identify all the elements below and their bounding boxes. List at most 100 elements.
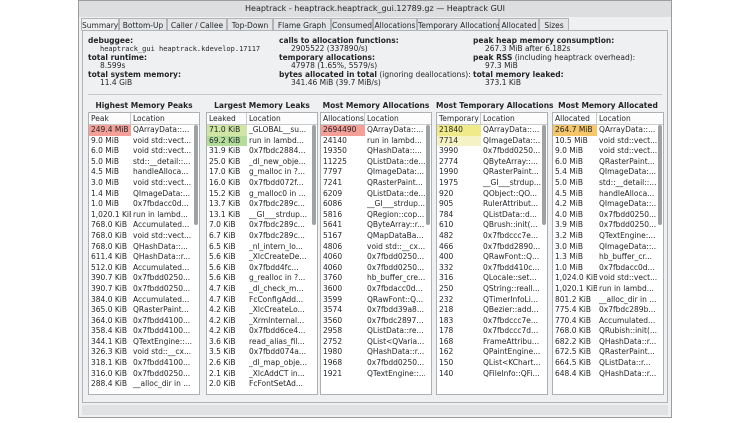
table-row[interactable]: 344.1 KiB QTextEngine::...: [89, 337, 199, 348]
table-row[interactable]: 390.7 KiB 0x7fbdd0250...: [89, 284, 199, 295]
table-row[interactable]: 1.0 MiB 0x7fbdacc0d...: [553, 263, 663, 274]
table-row[interactable]: 3574 0x7fbdd39a8...: [321, 305, 431, 316]
table-row[interactable]: 7714 QImageData::...: [437, 135, 547, 147]
table-row[interactable]: 232 QTimerInfoLi...: [437, 295, 547, 306]
table-row[interactable]: 5.6 KiB 0x7fbdd4fc...: [207, 263, 317, 274]
table-row[interactable]: 7.0 KiB 0x7fbdc289c...: [207, 220, 317, 231]
table-row[interactable]: 162 QPaintEngine...: [437, 347, 547, 358]
table-row[interactable]: 4.2 KiB _XrmInternal...: [207, 316, 317, 327]
table-row[interactable]: 768.0 KiB QRubish::init(...: [553, 326, 663, 337]
table-row[interactable]: 5167 QMapDataBa...: [321, 231, 431, 242]
table-row[interactable]: 264.7 MiB QArrayData::...: [553, 125, 663, 136]
column-header[interactable]: Location: [599, 114, 631, 123]
table-row[interactable]: 17.0 KiB g_malloc in ?...: [207, 167, 317, 178]
table-row[interactable]: 2.0 KiB FcFontSetAd...: [207, 379, 317, 390]
table-row[interactable]: 2.6 KiB _dl_map_obje...: [207, 358, 317, 369]
table-row[interactable]: 3600 0x7fbdacc0d...: [321, 284, 431, 295]
table-row[interactable]: 3760 hb_buffer_cre...: [321, 273, 431, 284]
table-row[interactable]: 1968 0x7fbdd0250...: [321, 358, 431, 369]
column-header[interactable]: Location: [133, 114, 165, 123]
table-row[interactable]: 768.0 KiB QHashData::...: [89, 242, 199, 253]
table-row[interactable]: 682.2 KiB QHashData::r...: [553, 337, 663, 348]
table-row[interactable]: 316.0 KiB 0x7fbdd0250...: [89, 369, 199, 380]
table-row[interactable]: 69.2 KiB run in lambd...: [207, 135, 317, 147]
column-header[interactable]: Peak: [89, 113, 131, 124]
table-row[interactable]: 365.0 KiB QRasterPaint...: [89, 305, 199, 316]
table-row[interactable]: 4.7 KiB FcConfigAdd...: [207, 295, 317, 306]
table-row[interactable]: 610 QBrush::init(...: [437, 220, 547, 231]
table-row[interactable]: 390.7 KiB 0x7fbdd0250...: [89, 273, 199, 284]
column-header[interactable]: Allocations: [323, 113, 365, 124]
column-header[interactable]: Leaked: [207, 113, 247, 124]
table-row[interactable]: 31.9 KiB 0x7fbdc2884...: [207, 146, 317, 157]
table-row[interactable]: 905 RulerAttribut...: [437, 199, 547, 210]
table-row[interactable]: 512.0 KiB Accumulated...: [89, 263, 199, 274]
table-row[interactable]: 5816 QRegion::cop...: [321, 210, 431, 221]
column-header[interactable]: Location: [249, 114, 281, 123]
table-row[interactable]: 4.2 KiB _XlcCreateLo...: [207, 305, 317, 316]
scrollbar[interactable]: [426, 125, 430, 225]
table-row[interactable]: 16.0 KiB 0x7fbdd072f...: [207, 178, 317, 189]
table-row[interactable]: 4.0 MiB 0x7fbdd0250...: [553, 210, 663, 221]
table-row[interactable]: 7797 QImageData:...: [321, 167, 431, 178]
table-row[interactable]: 5.6 KiB g_realloc in ?...: [207, 273, 317, 284]
table-row[interactable]: 15.2 KiB g_malloc0 in ...: [207, 189, 317, 200]
table-row[interactable]: 664.5 KiB QListData::r...: [553, 358, 663, 369]
table-row[interactable]: 13.1 KiB __GI___strdup...: [207, 210, 317, 221]
table-row[interactable]: 672.5 KiB QRasterPaint...: [553, 347, 663, 358]
table-row[interactable]: 611.4 KiB QHashData::r...: [89, 252, 199, 263]
table-row[interactable]: 6.0 MiB void std::vect...: [89, 146, 199, 157]
table-row[interactable]: 9.0 MiB void std::vect...: [553, 146, 663, 157]
table-row[interactable]: 5.6 KiB _XlcCreateDe...: [207, 252, 317, 263]
table-row[interactable]: 482 0x7fbdccc7e...: [437, 231, 547, 242]
table-row[interactable]: 4.7 KiB _dl_check_m...: [207, 284, 317, 295]
table-row[interactable]: 3560 0x7fbdc2897...: [321, 316, 431, 327]
table-row[interactable]: 400 QRawFont::Q...: [437, 252, 547, 263]
table-row[interactable]: 1,024.0 KiBvoid std::vect...: [553, 273, 663, 284]
column-header[interactable]: Allocated: [553, 113, 597, 124]
table-row[interactable]: 3.6 KiB read_alias_fil...: [207, 337, 317, 348]
table-row[interactable]: 24140 run in lambd...: [321, 136, 431, 147]
table-row[interactable]: 13.7 KiB 0x7fbdc289c...: [207, 199, 317, 210]
table-row[interactable]: 4.5 MiB handleAlloca...: [89, 167, 199, 178]
table-row[interactable]: 5.4 MiB QImageData:...: [553, 167, 663, 178]
table-row[interactable]: 1921 QTextEngine::...: [321, 369, 431, 380]
table-row[interactable]: 6209 QListData::de...: [321, 189, 431, 200]
table-row[interactable]: 21840 QArrayData::...: [437, 125, 547, 136]
table-row[interactable]: 6.7 KiB 0x7fbdc289c...: [207, 231, 317, 242]
table-row[interactable]: 4.2 KiB 0x7fbdd6ce4...: [207, 326, 317, 337]
table-row[interactable]: 2752 QList<QVaria...: [321, 337, 431, 348]
table-row[interactable]: 332 0x7fbdd410c...: [437, 263, 547, 274]
table-row[interactable]: 3.2 MiB QTextEngine:...: [553, 231, 663, 242]
table-row[interactable]: 2774 QByteArray::...: [437, 157, 547, 168]
table-row[interactable]: 358.4 KiB 0x7fbdd4100...: [89, 326, 199, 337]
table-row[interactable]: 1,020.1 KiBrun in lambd...: [553, 284, 663, 295]
table-row[interactable]: 183 0x7fbdccc7e...: [437, 316, 547, 327]
table-row[interactable]: 4060 0x7fbdd0250...: [321, 263, 431, 274]
table-row[interactable]: 71.0 KiB _GLOBAL__su...: [207, 125, 317, 136]
table-row[interactable]: 7241 QRasterPaint...: [321, 178, 431, 189]
table-row[interactable]: 1.3 MiB hb_buffer_cr...: [553, 252, 663, 263]
table-row[interactable]: 4.2 MiB QImageData::...: [553, 199, 663, 210]
table-row[interactable]: 3.0 MiB QImageData::...: [553, 242, 663, 253]
table-row[interactable]: 25.0 KiB _dl_new_obje...: [207, 157, 317, 168]
table-row[interactable]: 466 0x7fbdd2890...: [437, 242, 547, 253]
table-row[interactable]: 1975 __GI___strdup...: [437, 178, 547, 189]
table-row[interactable]: 770.4 KiB Accumulated...: [553, 316, 663, 327]
table-row[interactable]: 150 QList<KChart...: [437, 358, 547, 369]
table-row[interactable]: 6.0 MiB QRasterPaint...: [553, 157, 663, 168]
table-row[interactable]: 1,020.1 KiBrun in lambd...: [89, 210, 199, 221]
scrollbar[interactable]: [542, 125, 546, 225]
table-row[interactable]: 1980 QHashData::r...: [321, 347, 431, 358]
table-row[interactable]: 1990 QRasterPaint...: [437, 167, 547, 178]
table-row[interactable]: 920 QObject::QO...: [437, 189, 547, 200]
table-row[interactable]: 3599 QRawFont::Q...: [321, 295, 431, 306]
table-row[interactable]: 5.0 MiB std::__detail::...: [89, 157, 199, 168]
table-row[interactable]: 3.0 MiB void std::vect...: [89, 178, 199, 189]
table-row[interactable]: 250 QString::reall...: [437, 284, 547, 295]
table-row[interactable]: 6.5 KiB _nl_intern_lo...: [207, 242, 317, 253]
column-header[interactable]: Temporary: [437, 113, 481, 124]
scrollbar[interactable]: [658, 125, 662, 225]
table-row[interactable]: 768.0 KiB Accumulated...: [89, 220, 199, 231]
table-row[interactable]: 140 QFileInfo::QFi...: [437, 369, 547, 380]
